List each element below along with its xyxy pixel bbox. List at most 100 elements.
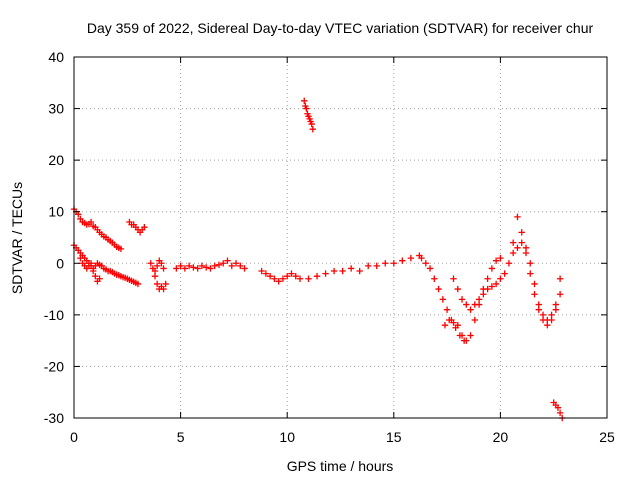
data-point bbox=[305, 275, 312, 282]
data-point bbox=[497, 275, 504, 282]
data-point bbox=[232, 260, 240, 267]
data-point bbox=[330, 267, 338, 275]
data-point bbox=[77, 254, 84, 262]
data-point bbox=[237, 262, 244, 270]
data-point bbox=[117, 245, 125, 253]
data-point bbox=[151, 272, 159, 280]
data-point bbox=[373, 262, 380, 270]
data-point bbox=[471, 316, 479, 324]
x-tick-label: 15 bbox=[386, 429, 402, 445]
data-point bbox=[435, 285, 442, 293]
y-tick-label: 0 bbox=[56, 255, 64, 271]
data-point bbox=[301, 97, 308, 105]
data-point bbox=[535, 306, 542, 313]
x-tick-label: 5 bbox=[177, 429, 185, 445]
data-point bbox=[134, 280, 142, 288]
data-point bbox=[153, 262, 161, 270]
y-tick-label: -20 bbox=[44, 358, 64, 374]
y-axis-label: SDTVAR / TECUs bbox=[9, 182, 25, 294]
data-point bbox=[87, 260, 95, 267]
series-segment-17-20h-b bbox=[450, 254, 504, 313]
data-point bbox=[313, 272, 321, 280]
data-point bbox=[488, 283, 496, 290]
data-point bbox=[467, 306, 474, 313]
data-point bbox=[458, 296, 466, 303]
series-segment-9-11h bbox=[258, 267, 304, 285]
data-point bbox=[215, 261, 223, 269]
data-point bbox=[492, 280, 500, 288]
data-point bbox=[382, 260, 389, 267]
data-point bbox=[162, 280, 169, 288]
data-point bbox=[262, 270, 270, 277]
grid bbox=[74, 57, 607, 418]
data-point bbox=[439, 296, 447, 303]
data-point bbox=[87, 218, 95, 226]
data-point bbox=[147, 260, 154, 267]
data-point bbox=[241, 265, 248, 272]
data-point bbox=[527, 270, 534, 277]
data-point bbox=[390, 260, 397, 267]
data-point bbox=[292, 272, 299, 280]
data-point bbox=[484, 275, 491, 282]
y-tick-label: -10 bbox=[44, 307, 64, 323]
data-point bbox=[322, 270, 329, 277]
data-point bbox=[141, 223, 148, 231]
series-segment-early-high bbox=[70, 205, 125, 253]
data-point bbox=[258, 267, 265, 275]
data-point bbox=[279, 275, 287, 282]
data-point bbox=[458, 332, 466, 339]
data-point bbox=[450, 319, 457, 326]
data-point bbox=[556, 291, 564, 298]
data-point bbox=[284, 272, 291, 280]
data-point bbox=[198, 262, 206, 270]
data-point bbox=[347, 265, 355, 272]
x-tick-label: 0 bbox=[70, 429, 78, 445]
series-segment-11-16h bbox=[305, 252, 423, 282]
data-point bbox=[185, 262, 193, 270]
data-point bbox=[471, 301, 479, 308]
data-point bbox=[202, 264, 210, 271]
data-point bbox=[441, 321, 449, 329]
data-point bbox=[480, 285, 487, 293]
data-point bbox=[426, 265, 434, 272]
data-point bbox=[173, 265, 180, 272]
data-point bbox=[194, 265, 201, 272]
data-point bbox=[275, 278, 282, 285]
data-point bbox=[177, 262, 184, 270]
data-point bbox=[224, 257, 231, 264]
data-point bbox=[531, 280, 538, 288]
data-point bbox=[89, 267, 97, 275]
data-point bbox=[522, 249, 530, 257]
data-point bbox=[518, 229, 525, 236]
data-point bbox=[407, 254, 415, 262]
data-point bbox=[539, 316, 547, 324]
data-point bbox=[454, 285, 461, 293]
data-point bbox=[443, 306, 451, 313]
data-point bbox=[365, 262, 372, 270]
series-segment-early-low bbox=[77, 254, 103, 285]
data-point bbox=[518, 239, 525, 246]
series-segment-spike-30 bbox=[301, 97, 316, 133]
y-tick-label: 40 bbox=[48, 49, 64, 65]
data-point bbox=[207, 265, 214, 272]
data-point bbox=[96, 275, 103, 282]
data-point bbox=[190, 264, 197, 271]
y-tick-label: 10 bbox=[48, 204, 64, 220]
data-point bbox=[514, 244, 521, 252]
x-tick-label: 25 bbox=[599, 429, 615, 445]
data-point bbox=[501, 270, 508, 277]
data-point bbox=[303, 105, 310, 112]
data-point bbox=[92, 272, 99, 280]
x-tick-label: 10 bbox=[279, 429, 295, 445]
data-points bbox=[70, 97, 566, 422]
series-segment-17-20h-a bbox=[441, 270, 508, 344]
data-point bbox=[160, 285, 167, 293]
data-point bbox=[309, 126, 316, 133]
data-point bbox=[160, 265, 167, 272]
plot-frame bbox=[73, 56, 608, 419]
data-point bbox=[509, 249, 517, 257]
data-point bbox=[552, 306, 560, 313]
data-point bbox=[463, 337, 470, 344]
series-segment-5-8h bbox=[173, 257, 248, 272]
data-point bbox=[556, 409, 564, 417]
